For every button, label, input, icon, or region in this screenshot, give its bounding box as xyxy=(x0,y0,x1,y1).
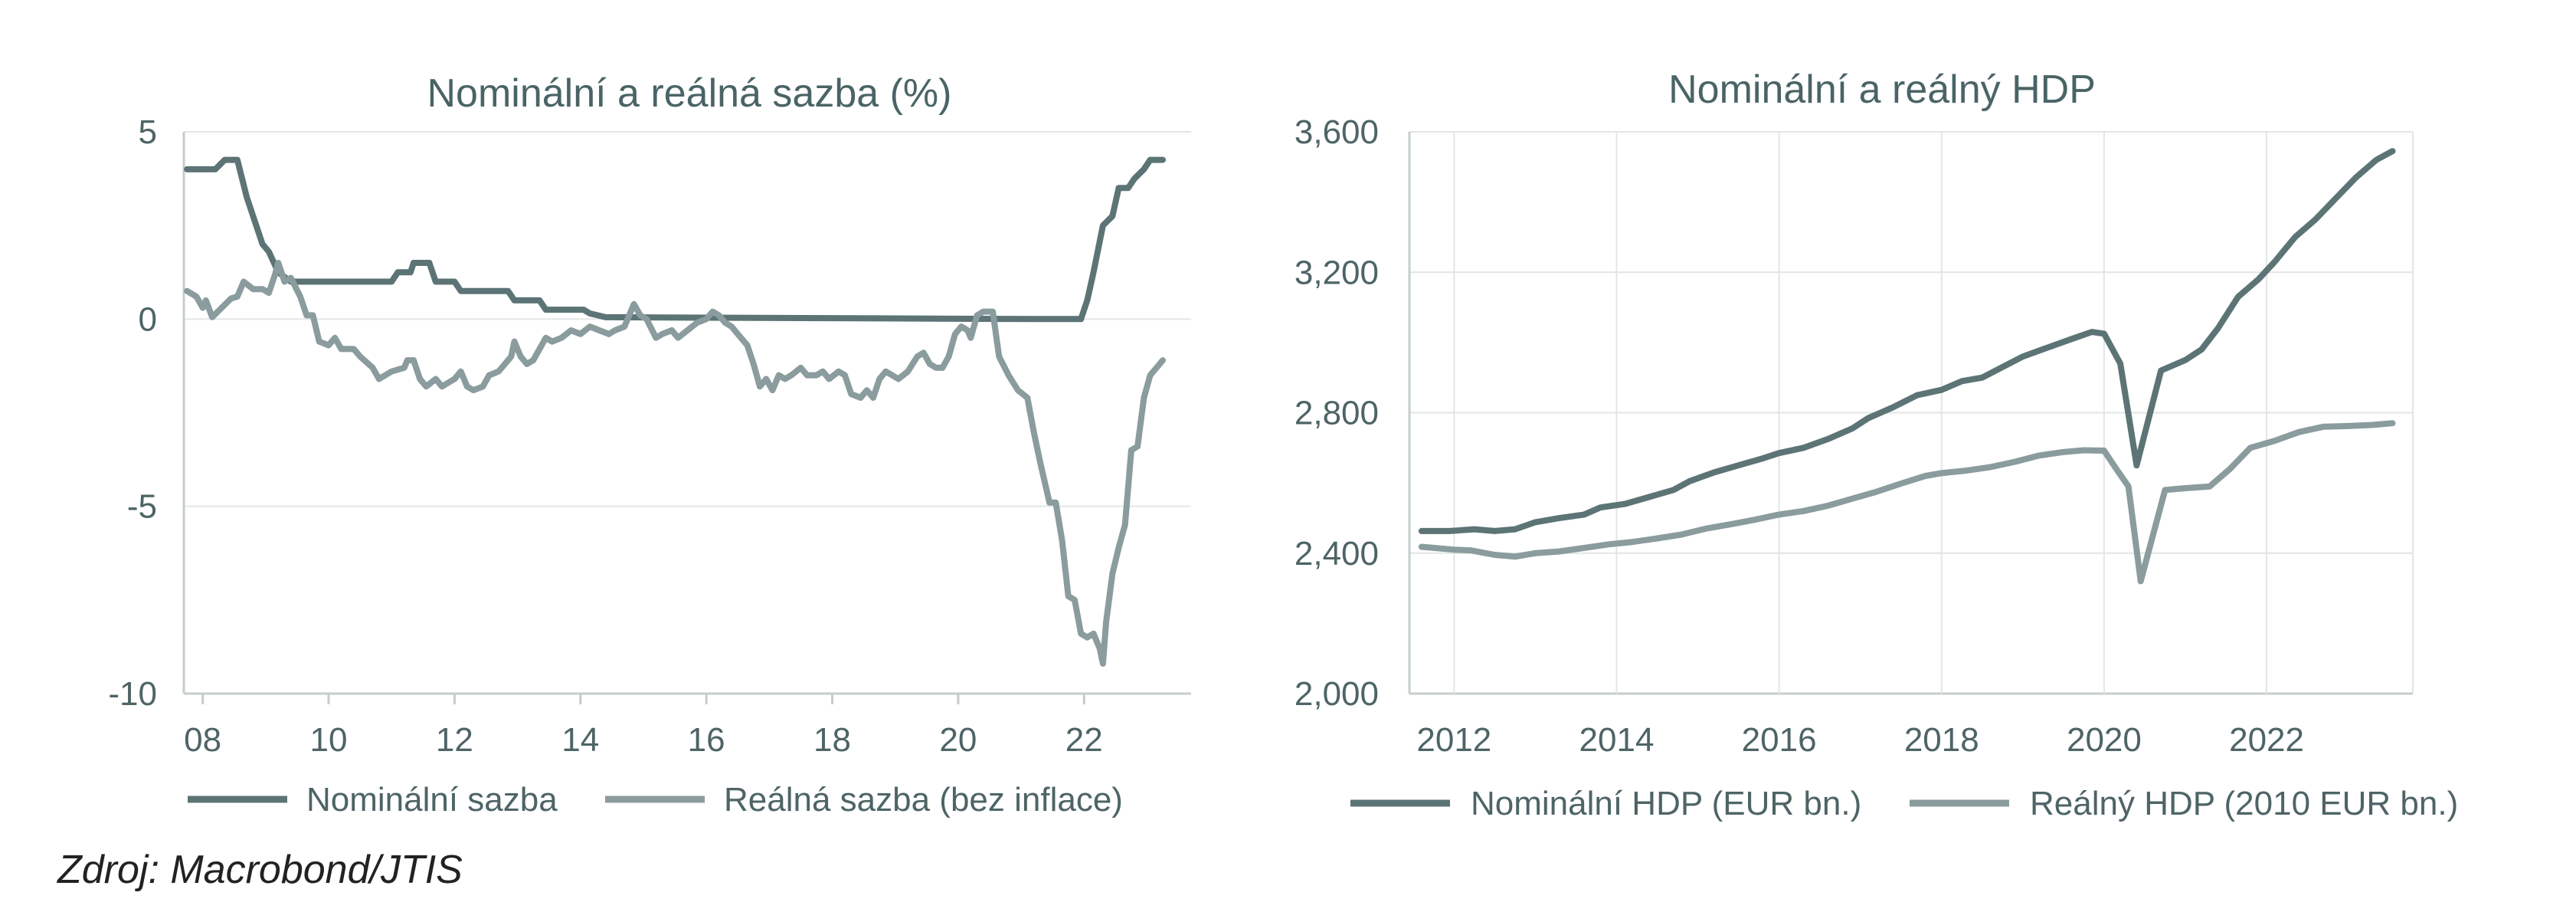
series-line-nominal xyxy=(184,156,1166,323)
y-tick-label: -5 xyxy=(127,488,157,526)
y-tick-label: 2,800 xyxy=(1295,395,1379,432)
y-tick-label: -10 xyxy=(108,675,157,713)
x-tick-label: 2014 xyxy=(1579,721,1655,759)
y-tick-label: 0 xyxy=(139,300,157,338)
rates-gridlines xyxy=(182,131,1191,704)
legend-label-nominal-gdp: Nominální HDP (EUR bn.) xyxy=(1471,785,1861,822)
x-tick-label: 16 xyxy=(688,721,725,759)
gdp-legend: Nominální HDP (EUR bn.) Reálný HDP (2010… xyxy=(1350,785,2458,822)
gdp-x-tick-labels: 2012 2014 2016 2018 2020 2022 xyxy=(1416,721,2304,759)
rates-chart: Nominální a reálná sazba (%) 5 0 -5 -10 08 1… xyxy=(108,71,1191,819)
gdp-series-lines xyxy=(1418,148,2396,585)
gdp-gridlines xyxy=(1408,131,2414,695)
x-tick-label: 08 xyxy=(184,721,221,759)
y-tick-label: 3,200 xyxy=(1295,254,1379,291)
legend-label-real-gdp: Reálný HDP (2010 EUR bn.) xyxy=(2030,785,2458,822)
x-tick-label: 20 xyxy=(939,721,977,759)
x-tick-label: 12 xyxy=(436,721,473,759)
series-line-nominal xyxy=(1418,148,2396,534)
series-line-real xyxy=(184,260,1166,667)
x-tick-label: 22 xyxy=(1065,721,1103,759)
x-tick-label: 2012 xyxy=(1416,721,1491,759)
rates-legend: Nominální sazba Reálná sazba (bez inflac… xyxy=(188,781,1123,819)
rates-x-tick-labels: 08 10 12 14 16 18 20 22 xyxy=(184,721,1103,759)
rates-y-tick-labels: 5 0 -5 -10 xyxy=(108,113,157,713)
gdp-chart: Nominální a reálný HDP 3,600 3,200 2,800 2,… xyxy=(1295,67,2458,822)
rates-series-lines xyxy=(184,156,1166,667)
x-tick-label: 2020 xyxy=(2067,721,2142,759)
x-tick-label: 2018 xyxy=(1904,721,1979,759)
rates-chart-title: Nominální a reálná sazba (%) xyxy=(427,71,952,116)
x-tick-label: 10 xyxy=(310,721,348,759)
x-tick-label: 2022 xyxy=(2229,721,2304,759)
gdp-y-tick-labels: 3,600 3,200 2,800 2,400 2,000 xyxy=(1295,113,1379,713)
legend-label-nominal-rate: Nominální sazba xyxy=(306,781,558,819)
legend-label-real-rate: Reálná sazba (bez inflace) xyxy=(724,781,1123,819)
gdp-chart-title: Nominální a reálný HDP xyxy=(1668,67,2096,112)
y-tick-label: 3,600 xyxy=(1295,113,1379,151)
x-tick-label: 18 xyxy=(813,721,851,759)
y-tick-label: 2,000 xyxy=(1295,675,1379,713)
x-tick-label: 2016 xyxy=(1742,721,1817,759)
y-tick-label: 2,400 xyxy=(1295,535,1379,572)
y-tick-label: 5 xyxy=(139,113,157,151)
source-note: Zdroj: Macrobond/JTIS xyxy=(57,848,463,892)
series-line-real xyxy=(1418,420,2396,585)
x-tick-label: 14 xyxy=(561,721,599,759)
